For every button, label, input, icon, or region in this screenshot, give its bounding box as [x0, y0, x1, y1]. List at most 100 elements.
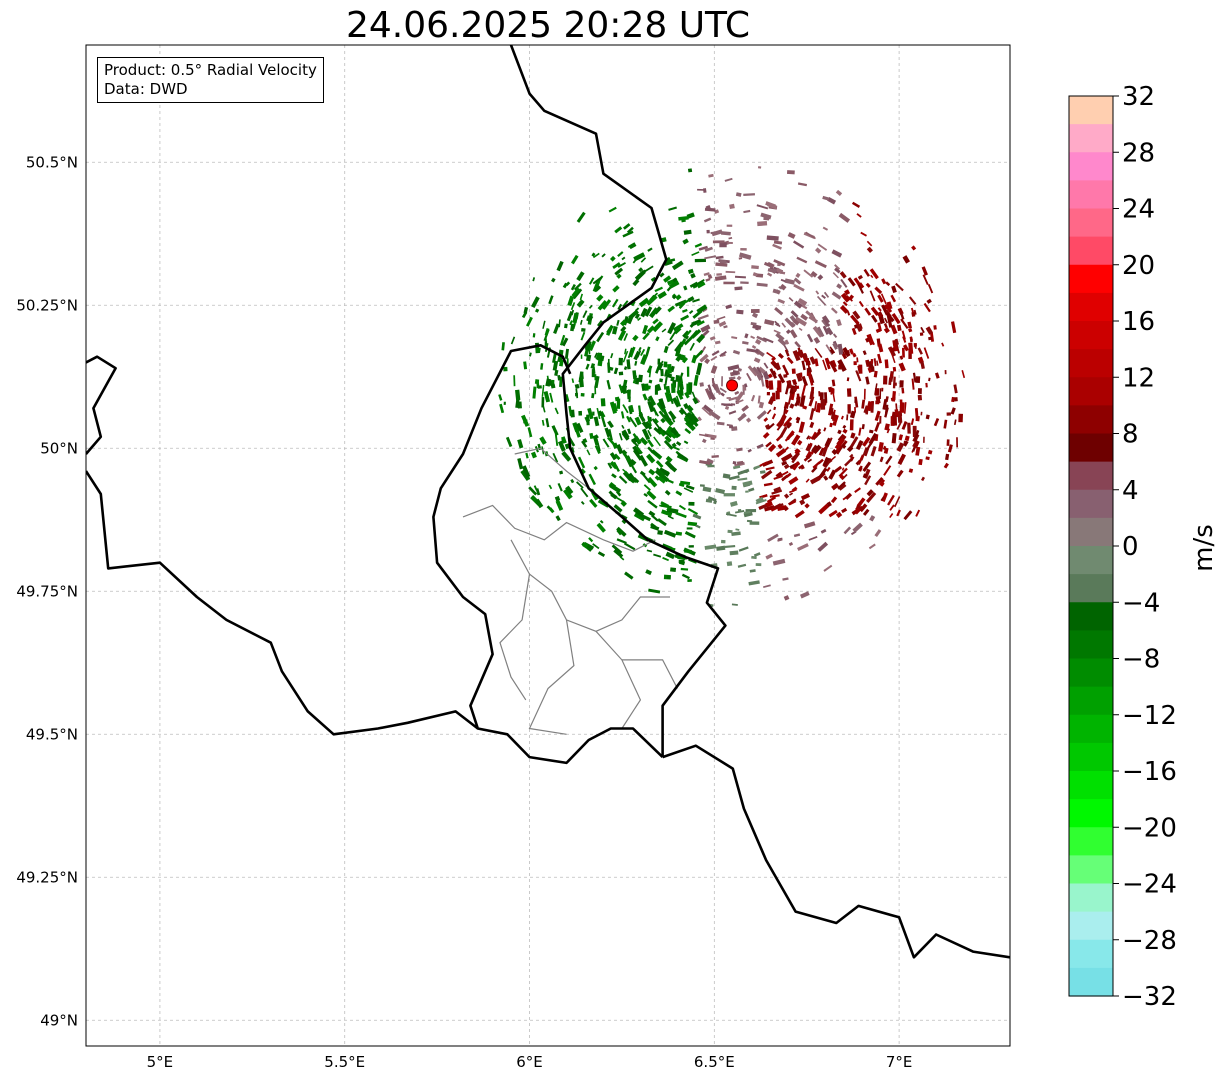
echo-cell: [925, 326, 934, 335]
echo-cell: [910, 307, 914, 313]
echo-cell: [863, 268, 870, 277]
echo-cell: [815, 247, 822, 254]
echo-cell: [880, 496, 885, 501]
echo-cell: [828, 437, 833, 444]
echo-cell: [784, 409, 789, 415]
echo-cell: [655, 460, 664, 469]
echo-cell: [903, 440, 909, 447]
echo-cell: [854, 399, 857, 403]
echo-cell: [783, 595, 790, 601]
echo-cell: [882, 445, 887, 450]
echo-cell: [888, 377, 892, 386]
echo-cell: [819, 392, 824, 401]
echo-cell: [913, 440, 920, 449]
echo-cell: [923, 347, 930, 359]
echo-cell: [879, 415, 882, 424]
echo-cell: [736, 375, 742, 381]
echo-cell: [728, 376, 736, 380]
echo-cell: [841, 507, 848, 514]
echo-cell: [707, 384, 712, 392]
echo-cell: [659, 429, 667, 437]
echo-cell: [784, 432, 795, 442]
echo-cell: [724, 545, 736, 549]
echo-cell: [678, 216, 689, 221]
echo-cell: [646, 490, 657, 501]
echo-cell: [671, 383, 676, 393]
echo-cell: [510, 336, 516, 345]
echo-cell: [608, 429, 613, 441]
echo-cell: [917, 394, 923, 401]
echo-cell: [704, 246, 713, 252]
echo-cell: [596, 331, 605, 343]
echo-cell: [861, 399, 866, 409]
echo-cell: [572, 422, 580, 433]
echo-cell: [622, 470, 633, 482]
echo-cell: [765, 379, 769, 388]
echo-cell: [720, 231, 731, 236]
echo-cell: [831, 249, 843, 258]
colorbar-segment: [1069, 658, 1113, 688]
echo-cell: [822, 195, 830, 201]
echo-cell: [830, 455, 837, 461]
echo-cell: [664, 435, 672, 443]
echo-cell: [713, 499, 718, 505]
echo-cell: [809, 356, 817, 365]
echo-cell: [858, 427, 862, 436]
echo-cell: [908, 342, 914, 354]
echo-cell: [846, 414, 849, 421]
echo-cell: [653, 408, 659, 417]
echo-cell: [896, 469, 904, 478]
echo-cell: [767, 268, 774, 273]
echo-cell: [852, 522, 863, 533]
echo-cell: [663, 383, 667, 390]
echo-cell: [865, 282, 871, 288]
echo-cell: [716, 316, 726, 321]
echo-cell: [869, 268, 879, 280]
echo-cell: [522, 465, 531, 478]
echo-cell: [684, 531, 696, 539]
colorbar-tick-label: 16: [1122, 307, 1155, 337]
echo-cell: [919, 332, 924, 336]
echo-cell: [726, 396, 731, 400]
echo-cell: [687, 168, 693, 173]
echo-cell: [683, 487, 694, 493]
echo-cell: [638, 454, 648, 467]
echo-cell: [664, 460, 674, 470]
echo-cell: [811, 466, 818, 473]
echo-cell: [789, 492, 794, 496]
echo-cell: [862, 350, 867, 356]
echo-cell: [775, 448, 787, 458]
echo-cell: [918, 458, 923, 466]
echo-cell: [768, 443, 777, 453]
echo-cell: [622, 404, 629, 414]
echo-cell: [844, 492, 853, 500]
echo-cell: [680, 567, 689, 571]
echo-cell: [756, 335, 768, 343]
echo-cell: [640, 348, 646, 357]
echo-cell: [862, 473, 868, 479]
echo-cell: [943, 462, 949, 469]
echo-cell: [624, 571, 634, 580]
echo-cell: [711, 350, 720, 357]
echo-cell: [623, 333, 629, 341]
echo-cell: [684, 428, 692, 435]
echo-cell: [561, 450, 572, 462]
echo-cell: [812, 465, 818, 469]
echo-cell: [886, 315, 893, 328]
echo-cell: [708, 410, 721, 421]
echo-cell: [616, 528, 624, 536]
echo-cell: [791, 378, 798, 386]
echo-cell: [633, 435, 642, 445]
map-frame: [85, 44, 1011, 1047]
echo-cell: [789, 488, 797, 494]
colorbar-tick-label: −32: [1122, 982, 1177, 1012]
echo-cell: [527, 427, 533, 438]
echo-cell: [637, 317, 642, 322]
echo-cell: [645, 569, 652, 576]
echo-cell: [670, 414, 676, 423]
echo-cell: [661, 509, 673, 517]
echo-cell: [891, 432, 897, 444]
colorbar-segment: [1069, 517, 1113, 547]
echo-cell: [757, 366, 766, 374]
echo-cell: [728, 410, 737, 415]
